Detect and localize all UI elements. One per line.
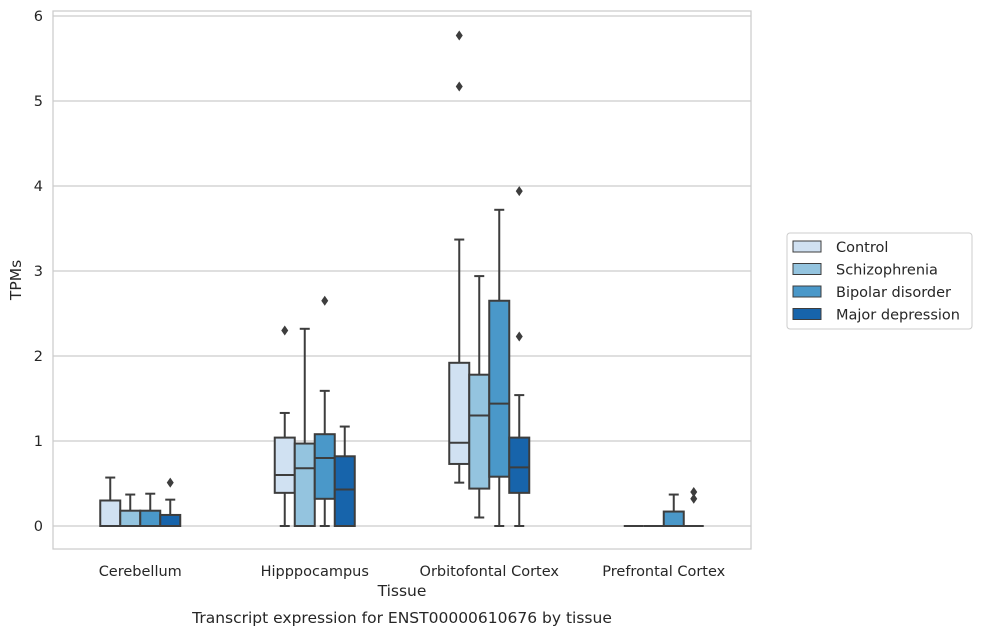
box-group: [273, 325, 296, 527]
outlier-point: [690, 493, 698, 504]
legend: Control Schizophrenia Bipolar disorder Majo…: [786, 232, 973, 330]
box: [273, 436, 296, 494]
box-group: [99, 476, 122, 527]
outlier-point: [321, 295, 329, 306]
box-group: [139, 492, 162, 528]
box: [119, 509, 142, 528]
box-group: [468, 275, 491, 519]
y-tick-label: 4: [34, 179, 43, 195]
legend-frame: [786, 232, 973, 330]
legend-label: Control: [836, 240, 888, 256]
y-tick-label: 2: [34, 349, 43, 365]
box: [662, 510, 685, 527]
y-axis-ticks: 0 1 2 3 4 5 6: [34, 9, 43, 535]
box: [139, 509, 162, 528]
y-tick-label: 3: [34, 264, 43, 280]
box-group: [333, 425, 356, 527]
x-axis-label: Tissue: [377, 582, 427, 600]
box-group: [293, 327, 316, 527]
outlier-point: [515, 331, 523, 342]
x-tick-label: Orbitofontal Cortex: [420, 564, 560, 580]
box-group: [662, 493, 685, 527]
y-tick-label: 0: [34, 519, 43, 535]
box: [159, 513, 182, 528]
box: [488, 299, 511, 478]
y-tick-label: 5: [34, 94, 43, 110]
gridlines: [53, 15, 751, 527]
outlier-point: [515, 186, 523, 197]
y-tick-label: 1: [34, 434, 43, 450]
box-group: [119, 493, 142, 528]
legend-label: Schizophrenia: [836, 263, 938, 279]
y-axis-label: TPMs: [7, 260, 25, 301]
box-group: [313, 295, 336, 527]
box: [293, 442, 316, 527]
chart-caption: Transcript expression for ENST0000061067…: [191, 609, 612, 627]
plot-frame: [52, 10, 752, 550]
legend-label: Major depression: [836, 308, 960, 324]
box: [313, 433, 336, 500]
legend-label: Bipolar disorder: [836, 285, 951, 301]
box-plot-marks: [99, 30, 704, 528]
outlier-point: [455, 81, 463, 92]
box-group: [159, 477, 182, 528]
x-tick-label: Hipppocampus: [261, 564, 369, 580]
box-group: [683, 487, 704, 527]
x-tick-label: Prefrontal Cortex: [602, 564, 725, 580]
x-tick-label: Cerebellum: [99, 564, 182, 580]
box: [99, 499, 122, 527]
box: [468, 373, 491, 490]
box: [448, 361, 471, 465]
outlier-point: [166, 477, 174, 488]
box: [508, 436, 531, 494]
outlier-point: [281, 325, 289, 336]
legend-swatch: [792, 285, 822, 298]
box-group: [448, 30, 471, 484]
legend-swatch: [792, 263, 822, 275]
box-group: [488, 208, 511, 527]
x-axis-ticks: Cerebellum Hipppocampus Orbitofontal Corte…: [99, 564, 726, 580]
y-tick-label: 6: [34, 9, 43, 25]
outlier-point: [455, 30, 463, 41]
legend-swatch: [792, 240, 822, 253]
box: [333, 455, 356, 527]
box-group: [508, 186, 531, 527]
legend-swatch: [792, 308, 822, 320]
outlier-point: [690, 487, 698, 497]
